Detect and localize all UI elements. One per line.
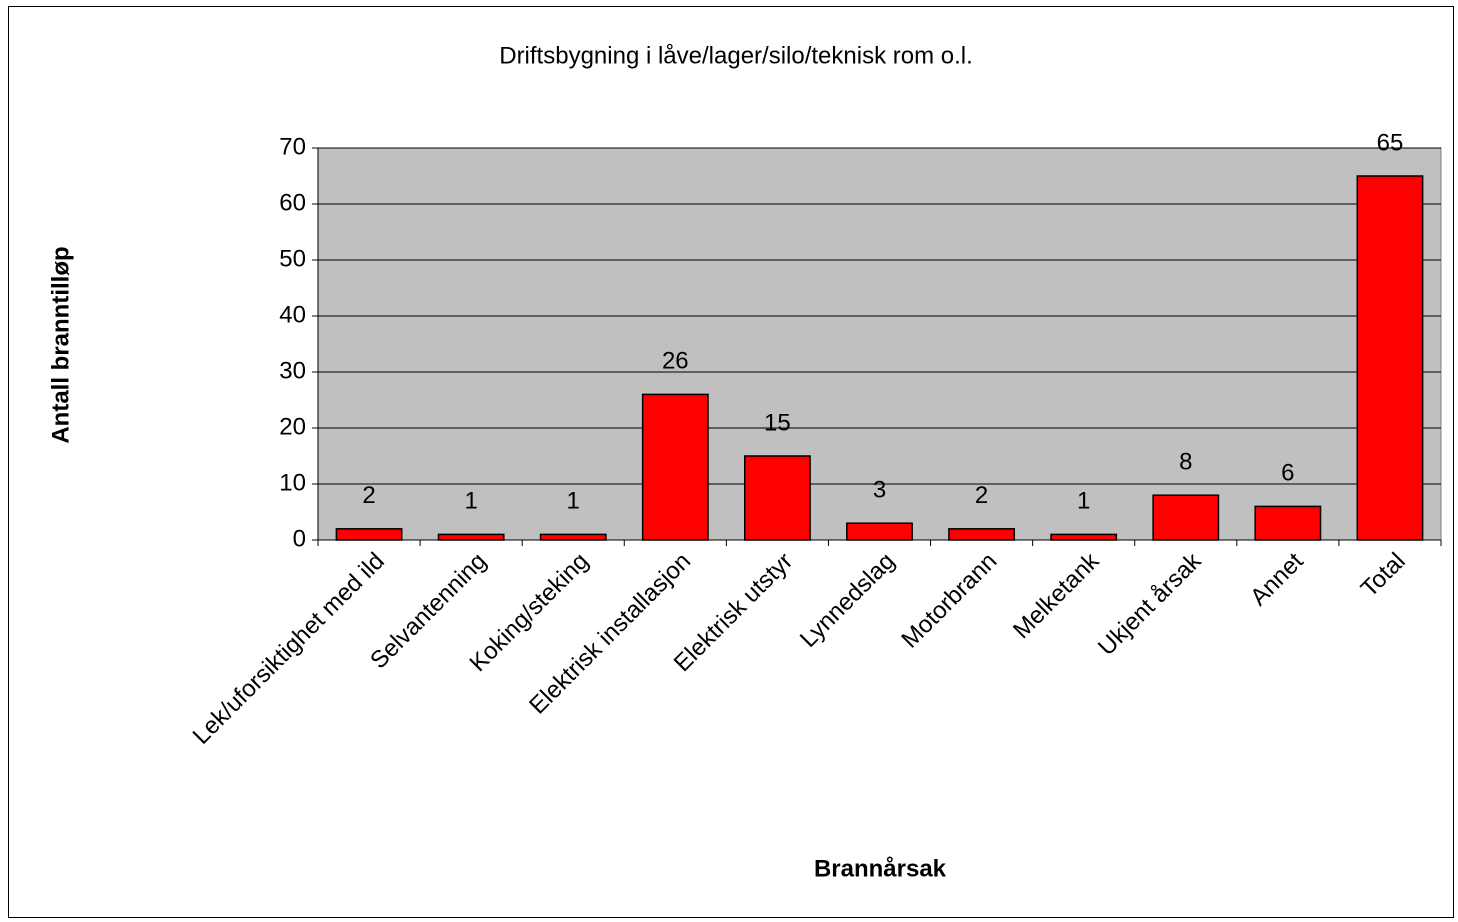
bar [335, 528, 403, 541]
data-label: 65 [1377, 129, 1404, 156]
bar [1356, 175, 1424, 541]
data-label: 1 [464, 488, 477, 515]
x-axis-label: Brannårsak [814, 855, 947, 882]
plot-area [317, 147, 1442, 541]
data-label: 1 [1077, 488, 1090, 515]
bar [743, 455, 811, 541]
y-tick-label: 30 [279, 357, 306, 384]
y-tick-label: 60 [279, 189, 306, 216]
data-label: 2 [362, 482, 375, 509]
bar [1152, 494, 1220, 541]
y-axis-label: Antall branntilløp [47, 246, 74, 443]
data-label: 8 [1179, 449, 1192, 476]
y-tick-label: 10 [279, 469, 306, 496]
chart-title: Driftsbygning i låve/lager/silo/teknisk … [499, 42, 973, 69]
y-tick-label: 70 [279, 133, 306, 160]
data-label: 26 [662, 348, 689, 375]
bar [846, 522, 913, 541]
bar [1050, 533, 1118, 541]
y-tick-label: 40 [279, 301, 306, 328]
bar [641, 393, 709, 541]
bar [948, 528, 1016, 541]
data-label: 2 [975, 482, 988, 509]
y-tick-label: 0 [293, 525, 306, 552]
bar [1254, 505, 1322, 541]
data-label: 1 [567, 488, 580, 515]
y-tick-label: 50 [279, 245, 306, 272]
data-label: 3 [873, 477, 886, 504]
bar [437, 533, 505, 541]
data-label: 6 [1281, 460, 1294, 487]
data-label: 15 [764, 409, 791, 436]
y-tick-label: 20 [279, 413, 306, 440]
bar [539, 533, 607, 541]
